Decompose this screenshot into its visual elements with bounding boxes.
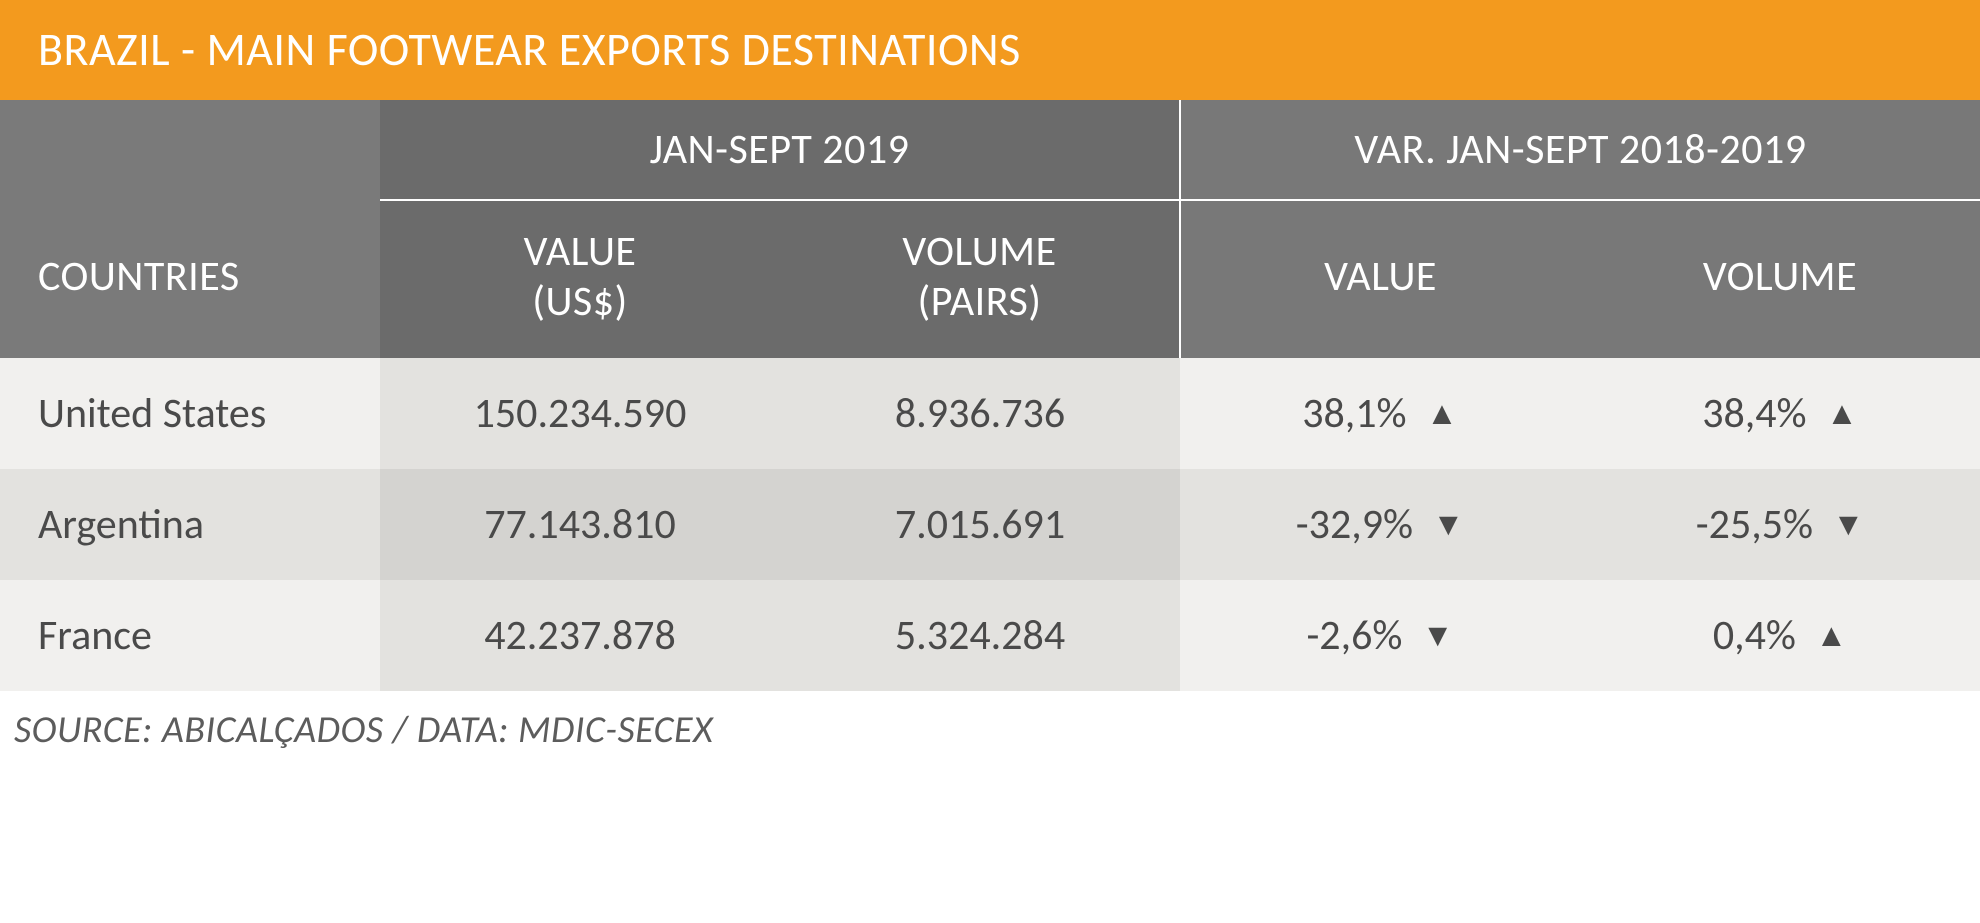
cell-var-value: -2,6% ▼ xyxy=(1180,580,1580,691)
header-volume-pairs: VOLUME (PAIRS) xyxy=(780,200,1180,358)
header-var-volume: VOLUME xyxy=(1580,200,1980,358)
cell-country: United States xyxy=(0,358,380,469)
arrow-up-icon: ▲ xyxy=(1815,616,1847,655)
header-blank xyxy=(0,100,380,200)
cell-var-volume: -25,5% ▼ xyxy=(1580,469,1980,580)
source-text: SOURCE: ABICALÇADOS / DATA: MDIC-SECEX xyxy=(0,691,1980,763)
var-value-text: -2,6% xyxy=(1306,610,1402,661)
header-countries: COUNTRIES xyxy=(0,200,380,358)
cell-value: 77.143.810 xyxy=(380,469,780,580)
export-table-container: BRAZIL - MAIN FOOTWEAR EXPORTS DESTINATI… xyxy=(0,0,1980,763)
cell-value: 150.234.590 xyxy=(380,358,780,469)
header-value-usd-l2: (US$) xyxy=(532,276,628,327)
arrow-down-icon: ▼ xyxy=(1433,505,1465,544)
header-group-row: JAN-SEPT 2019 VAR. JAN-SEPT 2018-2019 xyxy=(0,100,1980,200)
cell-var-value: -32,9% ▼ xyxy=(1180,469,1580,580)
var-volume-text: 38,4% xyxy=(1702,388,1806,439)
cell-country: France xyxy=(0,580,380,691)
header-value-usd: VALUE (US$) xyxy=(380,200,780,358)
cell-volume: 8.936.736 xyxy=(780,358,1180,469)
cell-volume: 5.324.284 xyxy=(780,580,1180,691)
table-row: Argentina 77.143.810 7.015.691 -32,9% ▼ … xyxy=(0,469,1980,580)
cell-var-volume: 38,4% ▲ xyxy=(1580,358,1980,469)
table-row: United States 150.234.590 8.936.736 38,1… xyxy=(0,358,1980,469)
exports-table: JAN-SEPT 2019 VAR. JAN-SEPT 2018-2019 CO… xyxy=(0,100,1980,691)
cell-var-volume: 0,4% ▲ xyxy=(1580,580,1980,691)
header-value-usd-l1: VALUE xyxy=(524,226,637,277)
cell-var-value: 38,1% ▲ xyxy=(1180,358,1580,469)
arrow-down-icon: ▼ xyxy=(1833,505,1865,544)
arrow-down-icon: ▼ xyxy=(1422,616,1454,655)
cell-volume: 7.015.691 xyxy=(780,469,1180,580)
var-value-text: -32,9% xyxy=(1296,499,1413,550)
header-period: JAN-SEPT 2019 xyxy=(380,100,1180,200)
header-var-value: VALUE xyxy=(1180,200,1580,358)
var-value-text: 38,1% xyxy=(1302,388,1406,439)
header-sub-row: COUNTRIES VALUE (US$) VOLUME (PAIRS) VAL… xyxy=(0,200,1980,358)
header-var-period: VAR. JAN-SEPT 2018-2019 xyxy=(1180,100,1980,200)
arrow-up-icon: ▲ xyxy=(1826,394,1858,433)
var-volume-text: -25,5% xyxy=(1696,499,1813,550)
cell-value: 42.237.878 xyxy=(380,580,780,691)
arrow-up-icon: ▲ xyxy=(1426,394,1458,433)
var-volume-text: 0,4% xyxy=(1713,610,1796,661)
table-row: France 42.237.878 5.324.284 -2,6% ▼ 0,4%… xyxy=(0,580,1980,691)
cell-country: Argentina xyxy=(0,469,380,580)
table-title: BRAZIL - MAIN FOOTWEAR EXPORTS DESTINATI… xyxy=(0,0,1980,100)
header-volume-pairs-l2: (PAIRS) xyxy=(917,276,1041,327)
header-volume-pairs-l1: VOLUME xyxy=(902,226,1056,277)
